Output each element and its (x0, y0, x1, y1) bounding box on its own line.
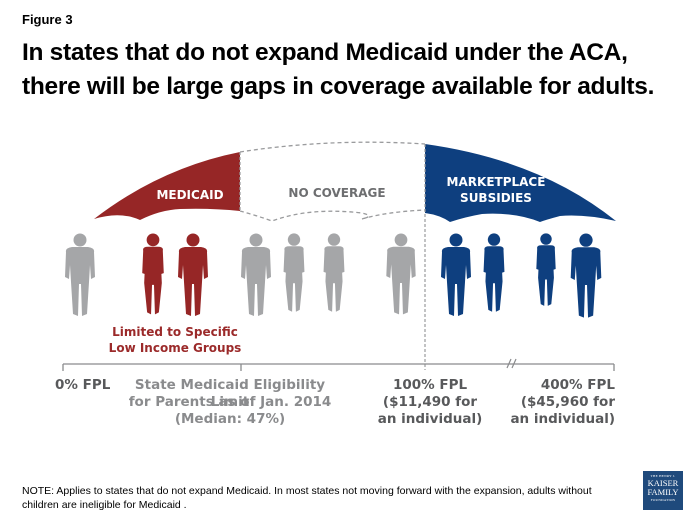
person-no-coverage-2 (283, 233, 305, 312)
person-medicaid-1 (142, 233, 164, 315)
person-no-coverage-3 (323, 233, 345, 312)
figure-title: In states that do not expand Medicaid un… (22, 39, 655, 100)
medicaid-note-line1: Limited to Specific (112, 325, 238, 339)
person-head (287, 233, 301, 246)
state-limit-line3: (Median: 47%) (174, 411, 286, 427)
logo-line4: FOUNDATION (650, 498, 676, 502)
person-uncovered-left-1 (65, 233, 95, 316)
person-body (386, 246, 416, 315)
state-limit-line2: for Parents as of Jan. 2014 (128, 394, 332, 410)
axis-break-icon (506, 358, 517, 369)
logo-line2: KAISER (647, 478, 679, 488)
person-body (483, 246, 505, 312)
person-body (65, 247, 95, 316)
person-head (327, 233, 341, 246)
person-body (536, 245, 556, 306)
person-body (323, 246, 345, 312)
footnote: NOTE: Applies to states that do not expa… (22, 485, 592, 511)
person-head (249, 233, 263, 247)
tick-label-100-line2: ($11,490 for (382, 394, 478, 410)
person-body (178, 247, 208, 316)
person-no-coverage-4 (386, 233, 416, 315)
person-marketplace-2 (483, 233, 505, 312)
marketplace-label-line1: MARKETPLACE (446, 175, 546, 189)
medicaid-label: MEDICAID (156, 188, 224, 202)
figure-label: Figure 3 (22, 12, 73, 27)
medicaid-note-line2: Low Income Groups (108, 341, 242, 355)
logo-line3: FAMILY (647, 487, 679, 497)
logo-line1: THE HENRY J. (650, 474, 676, 478)
no-coverage-label: NO COVERAGE (288, 186, 386, 200)
person-head (540, 233, 552, 245)
person-head (394, 233, 408, 247)
person-head (186, 233, 200, 247)
tick-label-400-line2: ($45,960 for (520, 394, 615, 410)
person-body (241, 247, 271, 316)
person-no-coverage-1 (241, 233, 271, 316)
person-head (146, 233, 160, 247)
person-marketplace-3 (536, 233, 556, 306)
person-marketplace-4 (570, 233, 602, 318)
person-body (142, 246, 164, 315)
no-coverage-umbrella-segment (239, 141, 426, 222)
person-head (73, 233, 87, 247)
person-head (487, 233, 501, 246)
tick-label-100-line1: 100% FPL (392, 377, 468, 393)
person-marketplace-1 (441, 233, 471, 316)
medicaid-umbrella-segment (94, 152, 240, 220)
tick-label-0-fpl: 0% FPL (55, 377, 111, 393)
tick-label-400-line3: an individual) (510, 411, 615, 427)
state-limit-line1: State Medicaid Eligibility Limit (134, 377, 326, 410)
person-body (570, 247, 602, 318)
person-body (283, 246, 305, 312)
tick-label-100-line3: an individual) (377, 411, 483, 427)
marketplace-label-line2: SUBSIDIES (460, 191, 532, 205)
kff-logo: THE HENRY J. KAISER FAMILY FOUNDATION (643, 471, 683, 510)
person-medicaid-2 (178, 233, 208, 316)
marketplace-umbrella-segment (425, 144, 616, 222)
person-head (449, 233, 463, 247)
tick-label-400-line1: 400% FPL (540, 377, 615, 393)
person-head (579, 233, 593, 247)
person-body (441, 247, 471, 316)
